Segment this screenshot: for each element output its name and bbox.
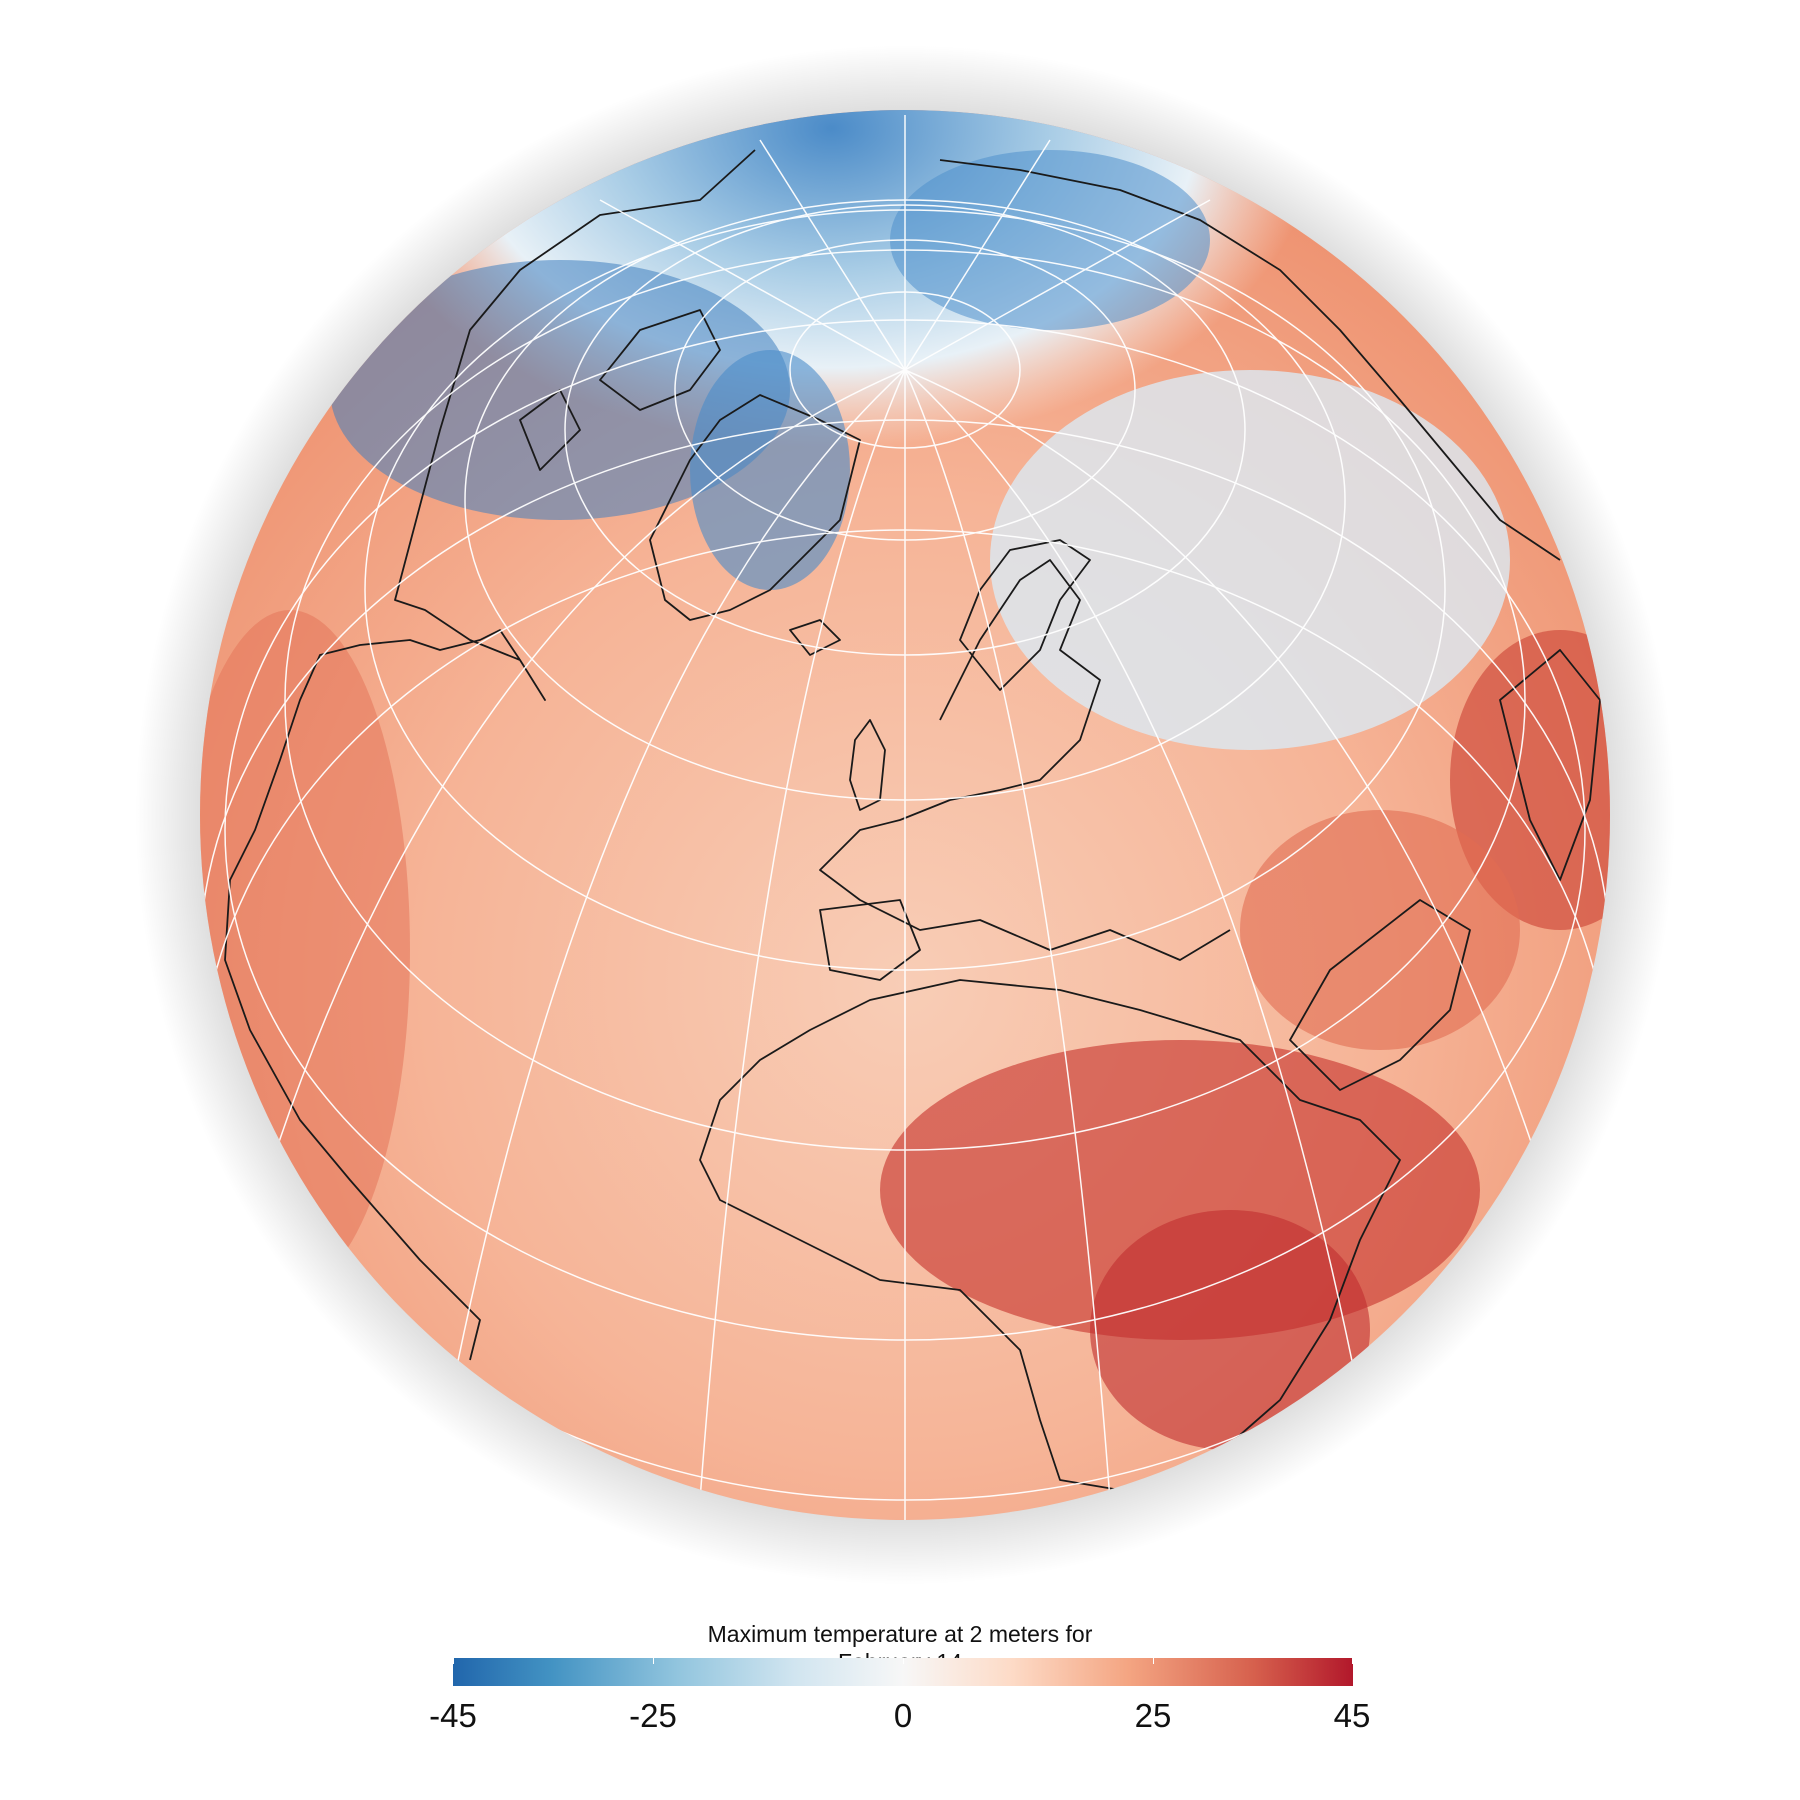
colorbar-tick-2 — [653, 1658, 654, 1664]
india-hot-region — [1450, 630, 1610, 930]
meridian-n3 — [904, 139, 1051, 371]
legend-title-line1: Maximum temperature at 2 meters for — [707, 1621, 1093, 1647]
colorbar-label-pos25: 25 — [1134, 1697, 1172, 1734]
greenland-outline — [649, 394, 861, 621]
scandinavia-outline — [959, 539, 1091, 691]
europe-outline — [819, 559, 1231, 961]
colorbar-tick-3 — [903, 1658, 904, 1664]
arabia-outline — [1289, 899, 1471, 1091]
colorbar-label-neg25: -25 — [629, 1697, 677, 1734]
russia-coast-outline — [939, 159, 1561, 561]
india-outline — [1499, 649, 1601, 881]
meridian-n5 — [904, 199, 1211, 371]
colorbar-tick-5 — [1352, 1658, 1353, 1664]
north-america-outline — [224, 149, 756, 1361]
colorbar-label-max: 45 — [1333, 1697, 1371, 1734]
colorbar-label-min: -45 — [429, 1697, 477, 1734]
iceland-outline — [789, 619, 841, 656]
greenland-cold-region — [690, 350, 850, 590]
central-africa-hot-region — [1090, 1210, 1370, 1450]
iberia-outline — [819, 899, 921, 981]
meridian-n2 — [759, 139, 906, 371]
colorbar-label-zero: 0 — [893, 1697, 913, 1734]
colorbar-tick-4 — [1153, 1658, 1154, 1664]
meridian-w20 — [699, 369, 906, 1501]
meridian-e60 — [904, 369, 1551, 1201]
arctic-islands-outline — [519, 309, 721, 471]
siberia-cold-region — [890, 150, 1210, 330]
meridian-e20 — [904, 369, 1111, 1501]
meridian-n4 — [599, 199, 906, 371]
meridian-w60 — [259, 369, 906, 1201]
meridian-e40 — [904, 369, 1361, 1401]
meridian-w40 — [449, 369, 906, 1401]
colorbar-tick-1 — [453, 1658, 454, 1664]
russia-cool-region — [990, 370, 1510, 750]
graticule — [200, 115, 1610, 1520]
